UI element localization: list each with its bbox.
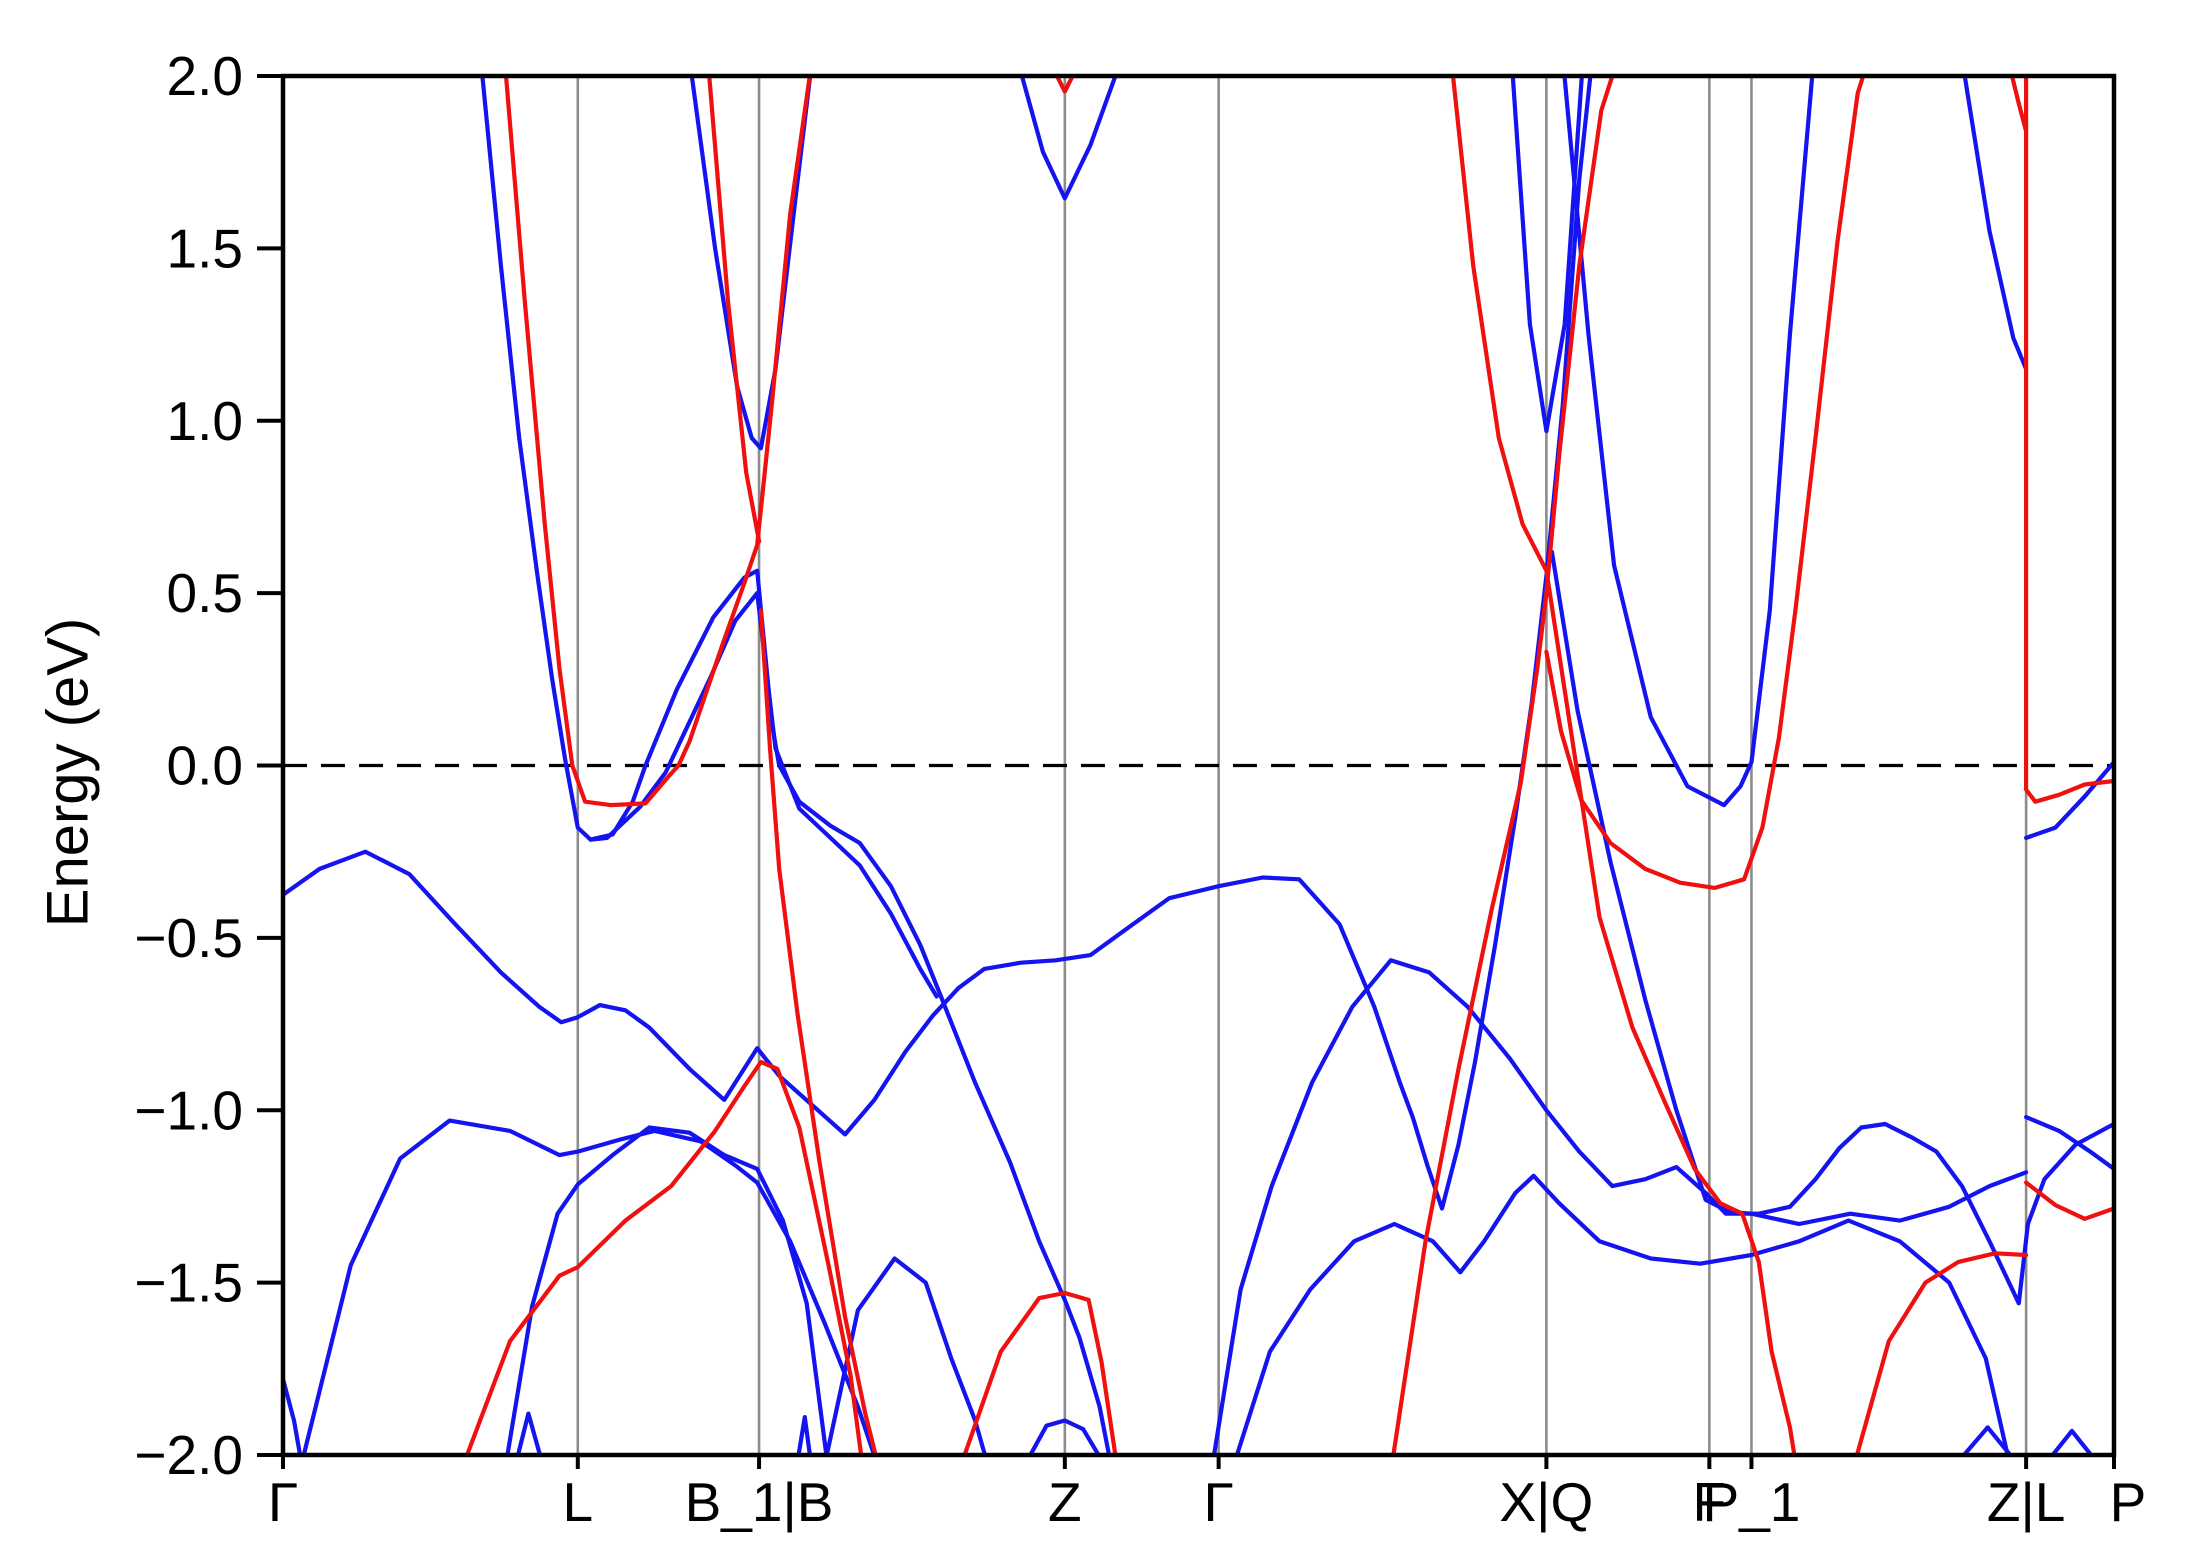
- band-line-blue-band-5: [505, 1125, 829, 1455]
- y-tick-label: −0.5: [134, 907, 243, 969]
- band-line-blue-band-4b: [283, 1377, 303, 1455]
- band-line-red-band-5: [962, 1290, 1118, 1455]
- y-tick-label: −1.0: [134, 1079, 243, 1141]
- x-tick-label-Γ: Γ: [1203, 1471, 1233, 1533]
- band-line-red-band-2: [707, 76, 762, 544]
- band-line-blue-band-6: [515, 1411, 543, 1455]
- x-tick-label-L: L: [562, 1471, 593, 1533]
- band-line-blue-band-7: [796, 1414, 813, 1455]
- band-line-blue-band-17: [2023, 759, 2114, 841]
- band-line-red-band-4: [758, 608, 878, 1455]
- x-tick-label-F: F: [1693, 1471, 1727, 1533]
- band-line-red-band-11: [1054, 76, 1075, 94]
- band-line-blue-band-10: [1019, 76, 1118, 201]
- band-line-blue-band-16: [1962, 76, 2029, 372]
- y-tick-label: 0.5: [167, 562, 243, 624]
- x-tick-label-Z|L: Z|L: [1987, 1471, 2065, 1533]
- band-line-red-band-7: [1450, 76, 1797, 1455]
- band-line-blue-band-18: [1961, 1425, 2013, 1455]
- y-tick-label: 0.0: [167, 735, 243, 797]
- y-tick-label: 2.0: [167, 45, 243, 107]
- x-tick-label-Z: Z: [1048, 1471, 1082, 1533]
- band-line-red-band-1: [503, 76, 812, 808]
- band-line-blue-band-15: [1510, 76, 1584, 434]
- band-line-red-band-8: [1544, 76, 1866, 891]
- band-line-red-band-10: [2023, 76, 2114, 804]
- x-tick-label-B_1|B: B_1|B: [685, 1471, 834, 1533]
- band-line-blue-band-14b: [2023, 1114, 2114, 1172]
- band-line-red-band-6: [1391, 76, 1615, 1455]
- band-line-red-band-3: [464, 1059, 864, 1455]
- x-tick-label-P_1: P_1: [1703, 1471, 1801, 1533]
- band-line-red-band-9b: [2023, 1180, 2114, 1221]
- band-line-red-band-10pre: [2009, 76, 2029, 134]
- y-tick-label: −1.5: [134, 1252, 243, 1314]
- band-line-blue-band-11: [1211, 958, 2114, 1455]
- x-tick-label-P: P: [2110, 1471, 2147, 1533]
- x-tick-label-Γ: Γ: [268, 1471, 298, 1533]
- band-line-blue-band-19: [2049, 1428, 2094, 1455]
- band-line-blue-band-13: [1562, 76, 1815, 808]
- band-line-red-band-9a: [1854, 1251, 2029, 1455]
- band-line-blue-band-3: [283, 76, 1593, 1211]
- y-tick-label: 1.5: [167, 217, 243, 279]
- y-axis-title: Energy (eV): [35, 617, 101, 928]
- y-tick-label: −2.0: [134, 1424, 243, 1486]
- band-line-blue-band-12: [1234, 1173, 2010, 1455]
- band-line-blue-band-2: [689, 76, 813, 451]
- x-tick-label-X|Q: X|Q: [1500, 1471, 1594, 1533]
- band-line-blue-band-9: [1027, 1418, 1101, 1455]
- y-tick-label: 1.0: [167, 390, 243, 452]
